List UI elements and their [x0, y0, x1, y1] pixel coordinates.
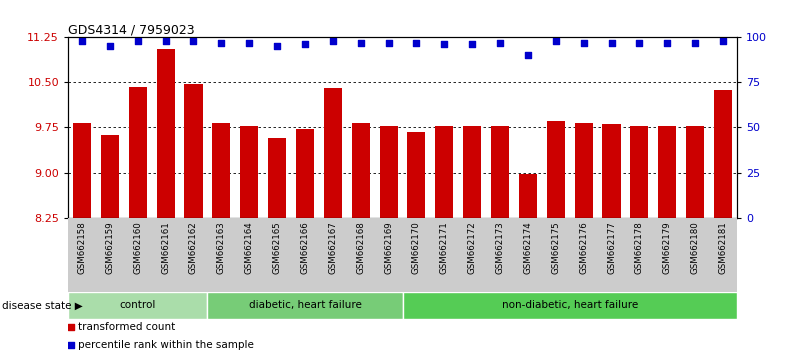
Text: GSM662173: GSM662173	[496, 222, 505, 274]
Bar	[156, 49, 175, 354]
Bar	[547, 121, 565, 354]
Text: control: control	[119, 300, 156, 310]
Bar	[435, 126, 453, 354]
Bar	[380, 126, 397, 354]
Text: GSM662176: GSM662176	[579, 222, 588, 274]
Text: GSM662164: GSM662164	[245, 222, 254, 274]
Bar	[491, 126, 509, 354]
Point	[159, 38, 172, 44]
Bar	[184, 84, 203, 354]
Point	[717, 38, 730, 44]
Point	[661, 40, 674, 45]
Bar	[686, 126, 704, 354]
Text: disease state ▶: disease state ▶	[2, 300, 83, 310]
Bar	[630, 126, 649, 354]
Text: non-diabetic, heart failure: non-diabetic, heart failure	[501, 300, 638, 310]
Text: GSM662177: GSM662177	[607, 222, 616, 274]
Bar	[101, 135, 119, 354]
Text: GSM662171: GSM662171	[440, 222, 449, 274]
Text: GSM662159: GSM662159	[106, 222, 115, 274]
Bar	[68, 292, 207, 319]
Bar	[324, 88, 342, 354]
Point	[187, 38, 200, 44]
Text: diabetic, heart failure: diabetic, heart failure	[248, 300, 361, 310]
Point	[327, 38, 340, 44]
Text: GSM662179: GSM662179	[662, 222, 672, 274]
Bar	[658, 126, 676, 354]
Text: GSM662165: GSM662165	[272, 222, 282, 274]
Text: GSM662161: GSM662161	[161, 222, 170, 274]
Text: GSM662168: GSM662168	[356, 222, 365, 274]
Bar	[296, 129, 314, 354]
Point	[382, 40, 395, 45]
Text: GSM662169: GSM662169	[384, 222, 393, 274]
Point	[131, 38, 144, 44]
Point	[260, 253, 272, 259]
Point	[75, 38, 88, 44]
Point	[438, 41, 451, 47]
Point	[465, 41, 478, 47]
Text: GSM662174: GSM662174	[523, 222, 533, 274]
Point	[271, 44, 284, 49]
Bar	[268, 138, 286, 354]
Point	[578, 40, 590, 45]
Bar	[463, 126, 481, 354]
Text: GSM662158: GSM662158	[78, 222, 87, 274]
Point	[549, 38, 562, 44]
Text: GSM662163: GSM662163	[217, 222, 226, 274]
Text: GSM662175: GSM662175	[551, 222, 560, 274]
Point	[493, 40, 506, 45]
Point	[215, 40, 227, 45]
Bar	[602, 124, 621, 354]
Text: GSM662172: GSM662172	[468, 222, 477, 274]
Text: GSM662167: GSM662167	[328, 222, 337, 274]
Bar	[408, 132, 425, 354]
Point	[354, 40, 367, 45]
Bar	[73, 123, 91, 354]
Point	[299, 41, 312, 47]
Text: GSM662160: GSM662160	[133, 222, 143, 274]
Text: transformed count: transformed count	[78, 322, 175, 332]
Point	[689, 40, 702, 45]
Bar	[519, 174, 537, 354]
Text: GSM662170: GSM662170	[412, 222, 421, 274]
Text: GSM662178: GSM662178	[635, 222, 644, 274]
Point	[103, 44, 116, 49]
Text: GDS4314 / 7959023: GDS4314 / 7959023	[68, 23, 195, 36]
Text: GSM662181: GSM662181	[718, 222, 727, 274]
Bar	[129, 86, 147, 354]
Point	[260, 92, 272, 98]
Bar	[403, 292, 737, 319]
Point	[243, 40, 256, 45]
Bar	[207, 292, 403, 319]
Point	[410, 40, 423, 45]
Text: percentile rank within the sample: percentile rank within the sample	[78, 340, 254, 350]
Bar	[714, 90, 732, 354]
Text: GSM662166: GSM662166	[300, 222, 309, 274]
Bar	[212, 122, 231, 354]
Point	[521, 52, 534, 58]
Text: GSM662162: GSM662162	[189, 222, 198, 274]
Text: GSM662180: GSM662180	[690, 222, 699, 274]
Point	[605, 40, 618, 45]
Bar	[240, 126, 258, 354]
Point	[633, 40, 646, 45]
Bar	[574, 122, 593, 354]
Bar	[352, 122, 370, 354]
